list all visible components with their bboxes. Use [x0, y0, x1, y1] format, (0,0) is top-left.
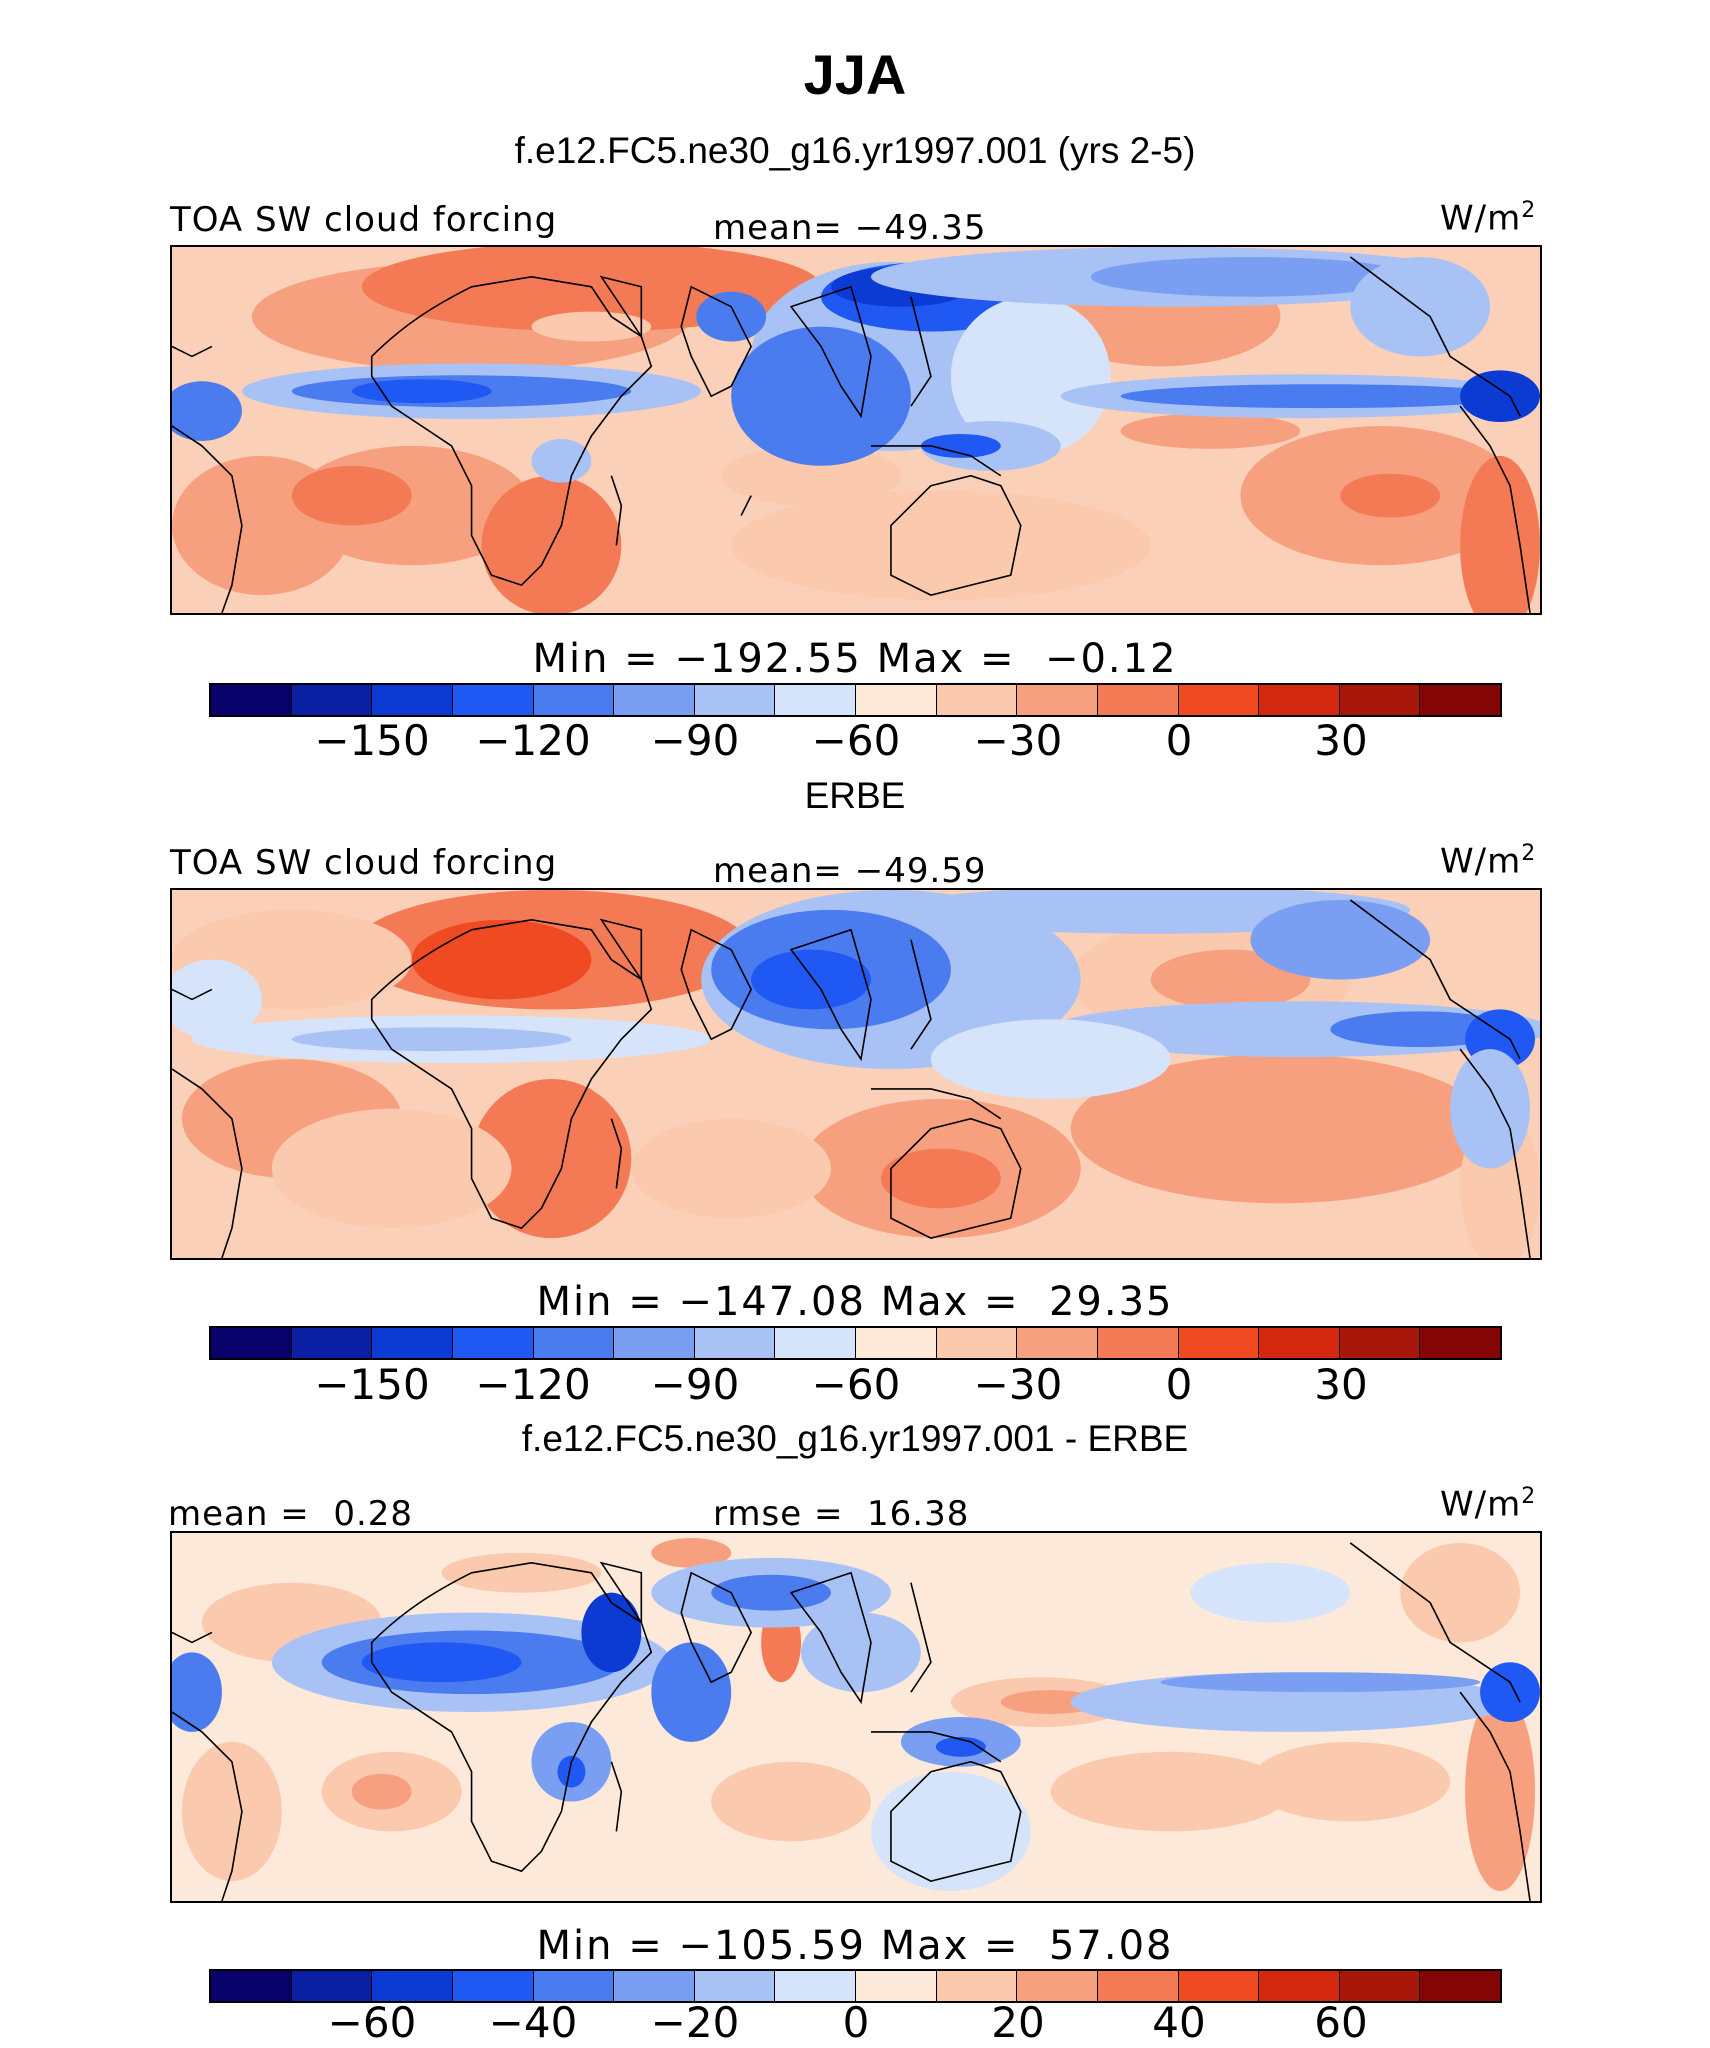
colorbar-swatch [694, 1971, 776, 2001]
panel3-subtitle: f.e12.FC5.ne30_g16.yr1997.001 - ERBE [521, 1418, 1189, 1459]
colorbar-tick-label: 0 [842, 1998, 870, 2047]
colorbar-swatch [291, 685, 373, 715]
colorbar-swatch [614, 1328, 695, 1358]
colorbar-swatch [1420, 1328, 1500, 1358]
colorbar-swatch [775, 1971, 856, 2001]
panel3-rmse-label: rmse = 16.38 [713, 1494, 970, 1534]
colorbar-swatch [1017, 685, 1098, 715]
panel1-field-label: TOA SW cloud forcing [170, 200, 558, 240]
panel3-map-field [172, 1533, 1540, 1901]
colorbar-swatch [775, 1328, 856, 1358]
panel3-map [170, 1531, 1542, 1903]
panel1-map [170, 245, 1542, 615]
colorbar-swatch [614, 685, 695, 715]
colorbar-swatch [1097, 685, 1179, 715]
figure-title: JJA [803, 43, 907, 106]
colorbar-swatch [1259, 1971, 1340, 2001]
colorbar-swatch [856, 1971, 937, 2001]
colorbar-swatch [936, 1971, 1018, 2001]
colorbar-swatch [372, 685, 453, 715]
colorbar-swatch [533, 1971, 615, 2001]
panel2-subtitle: ERBE [804, 775, 906, 816]
colorbar-tick-label: 30 [1314, 716, 1368, 765]
colorbar-swatch [533, 685, 615, 715]
colorbar-swatch [936, 1328, 1018, 1358]
panel1-map-field [172, 247, 1540, 613]
colorbar-swatch [1178, 1971, 1260, 2001]
colorbar-swatch [452, 685, 534, 715]
colorbar-tick-label: −30 [973, 716, 1063, 765]
colorbar-tick-label: −120 [475, 1360, 591, 1409]
colorbar-swatch [694, 685, 776, 715]
colorbar-swatch [291, 1971, 373, 2001]
colorbar-swatch [694, 1328, 776, 1358]
panel1-subtitle: f.e12.FC5.ne30_g16.yr1997.001 (yrs 2-5) [514, 130, 1196, 171]
colorbar-tick-label: 30 [1314, 1360, 1368, 1409]
colorbar-swatch [1339, 1971, 1421, 2001]
colorbar-tick-label: −40 [488, 1998, 578, 2047]
colorbar-tick-label: −90 [650, 1360, 740, 1409]
colorbar-swatch [1017, 1328, 1098, 1358]
colorbar-swatch [211, 1328, 292, 1358]
colorbar-swatch [1178, 1328, 1260, 1358]
colorbar-swatch [1178, 685, 1260, 715]
colorbar-swatch [614, 1971, 695, 2001]
panel3-units: W/m2 [1440, 1484, 1537, 1525]
colorbar-tick-label: −120 [475, 716, 591, 765]
colorbar-tick-label: −90 [650, 716, 740, 765]
colorbar-swatch [1017, 1971, 1098, 2001]
panel3-colorbar [209, 1969, 1502, 2003]
colorbar-tick-label: 0 [1165, 1360, 1193, 1409]
colorbar-swatch [372, 1971, 453, 2001]
colorbar-tick-label: −20 [650, 1998, 740, 2047]
colorbar-tick-label: −150 [314, 1360, 430, 1409]
panel3-mean-label: mean = 0.28 [168, 1494, 414, 1534]
colorbar-swatch [936, 685, 1018, 715]
panel1-colorbar-ticks: −150 −120 −90 −60 −30 0 30 [0, 716, 1710, 766]
colorbar-swatch [211, 1971, 292, 2001]
panel1-units: W/m2 [1440, 198, 1537, 239]
colorbar-swatch [372, 1328, 453, 1358]
panel2-colorbar-ticks: −150 −120 −90 −60 −30 0 30 [0, 1360, 1710, 1410]
panel3-colorbar-range: Min = −105.59 Max = 57.08 [536, 1923, 1174, 1969]
panel3-colorbar-ticks: −60 −40 −20 0 20 40 60 [0, 1998, 1710, 2048]
colorbar-swatch [1097, 1328, 1179, 1358]
colorbar-tick-label: 60 [1314, 1998, 1368, 2047]
panel2-colorbar [209, 1326, 1502, 1360]
colorbar-swatch [856, 1328, 937, 1358]
colorbar-tick-label: −60 [811, 716, 901, 765]
panel1-mean-label: mean= −49.35 [713, 208, 987, 248]
colorbar-swatch [291, 1328, 373, 1358]
panel2-map [170, 888, 1542, 1260]
panel2-map-field [172, 890, 1540, 1258]
colorbar-swatch [1259, 685, 1340, 715]
colorbar-swatch [1259, 1328, 1340, 1358]
colorbar-swatch [452, 1328, 534, 1358]
colorbar-tick-label: −60 [327, 1998, 417, 2047]
colorbar-swatch [856, 685, 937, 715]
colorbar-tick-label: 20 [991, 1998, 1045, 2047]
colorbar-swatch [533, 1328, 615, 1358]
colorbar-tick-label: −30 [973, 1360, 1063, 1409]
colorbar-swatch [1339, 685, 1421, 715]
colorbar-swatch [1420, 685, 1500, 715]
colorbar-tick-label: 40 [1152, 1998, 1206, 2047]
colorbar-swatch [1097, 1971, 1179, 2001]
colorbar-swatch [1339, 1328, 1421, 1358]
panel2-colorbar-range: Min = −147.08 Max = 29.35 [536, 1279, 1174, 1325]
panel1-colorbar-range: Min = −192.55 Max = −0.12 [532, 636, 1178, 682]
panel2-mean-label: mean= −49.59 [713, 851, 987, 891]
colorbar-swatch [1420, 1971, 1500, 2001]
colorbar-tick-label: −60 [811, 1360, 901, 1409]
colorbar-tick-label: 0 [1165, 716, 1193, 765]
colorbar-swatch [775, 685, 856, 715]
colorbar-swatch [452, 1971, 534, 2001]
colorbar-tick-label: −150 [314, 716, 430, 765]
colorbar-swatch [211, 685, 292, 715]
panel1-colorbar [209, 683, 1502, 717]
panel2-units: W/m2 [1440, 841, 1537, 882]
panel2-field-label: TOA SW cloud forcing [170, 843, 558, 883]
